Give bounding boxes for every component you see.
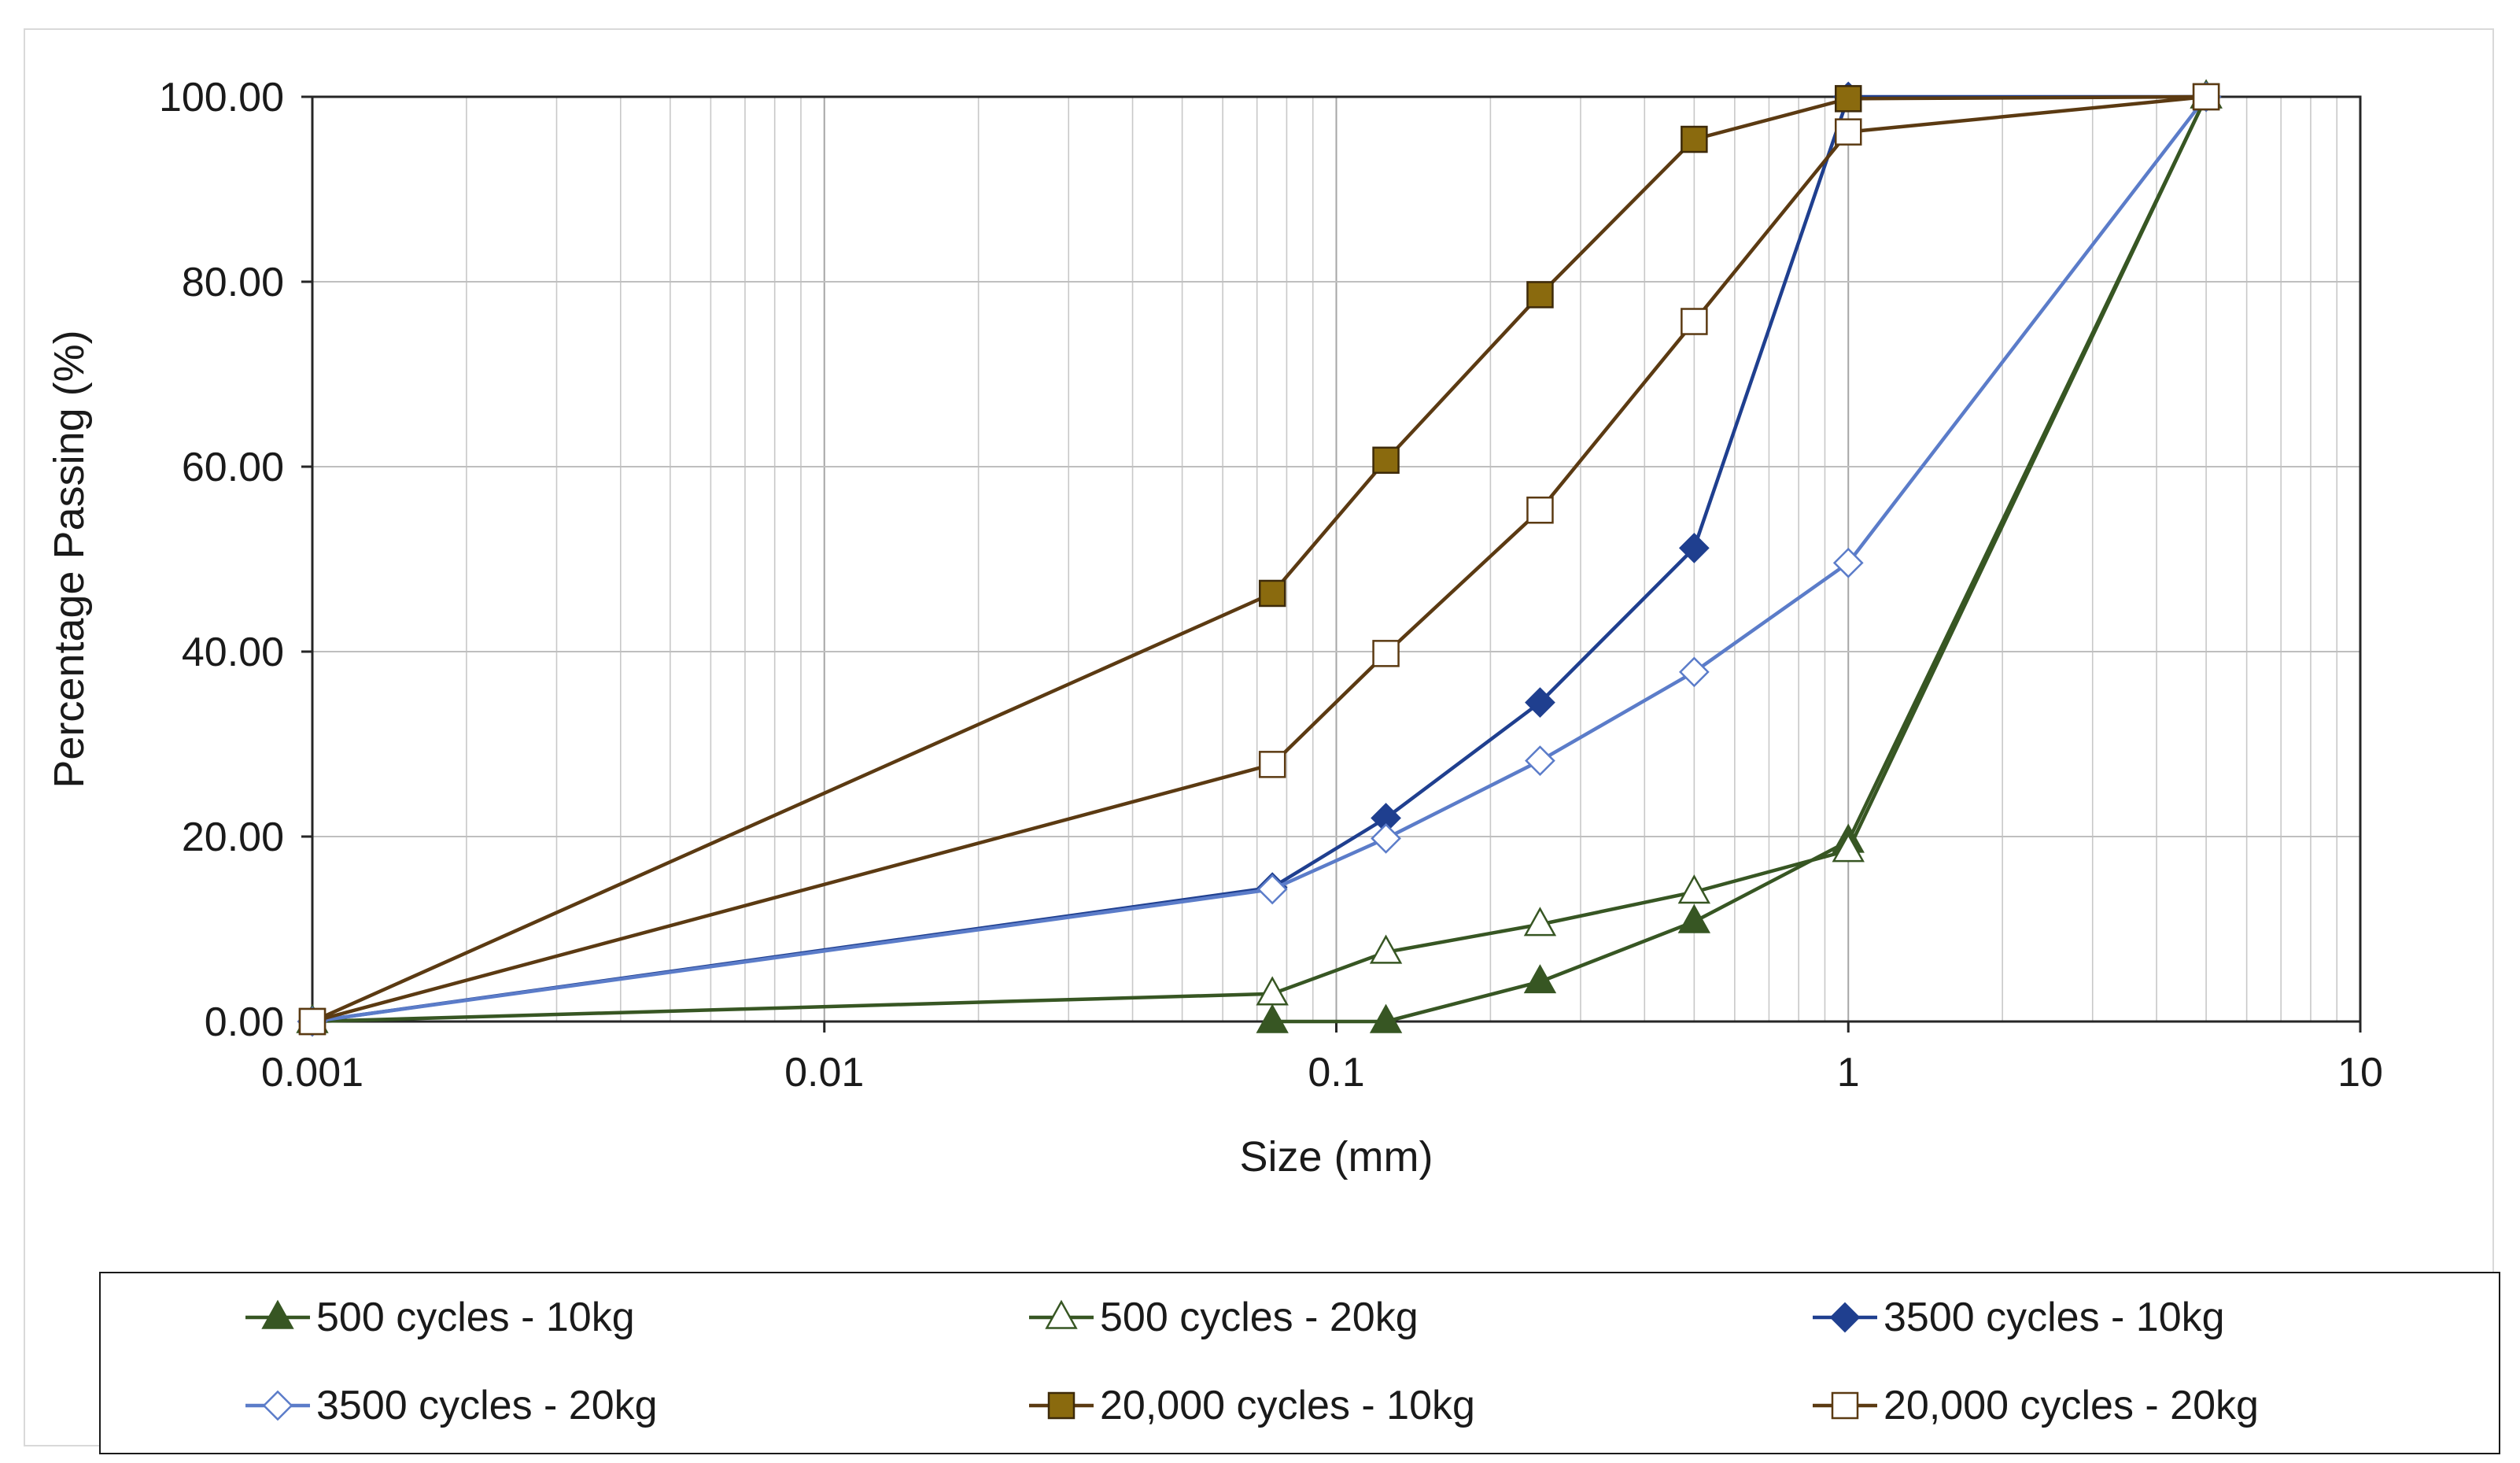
legend-label: 500 cycles - 10kg xyxy=(316,1295,635,1340)
data-point xyxy=(1678,533,1710,563)
legend-item: 20,000 cycles - 20kg xyxy=(1810,1382,2259,1429)
data-point xyxy=(1372,640,1400,667)
data-point xyxy=(1258,751,1286,778)
data-point xyxy=(1523,907,1557,937)
data-point xyxy=(1525,745,1555,777)
legend-swatch-icon xyxy=(1029,1391,1094,1420)
x-tick-label: 0.001 xyxy=(261,1050,363,1095)
legend-item: 3500 cycles - 10kg xyxy=(1810,1294,2225,1341)
series-4 xyxy=(297,81,2222,1037)
axes xyxy=(301,95,2362,1033)
data-point xyxy=(1258,579,1286,608)
legend-label: 20,000 cycles - 10kg xyxy=(1100,1383,1475,1428)
legend: 500 cycles - 10kg 500 cycles - 20kg 3500… xyxy=(99,1272,2500,1454)
legend-swatch-icon xyxy=(245,1299,310,1329)
data-point xyxy=(1369,1003,1403,1033)
data-point xyxy=(1526,281,1554,308)
data-point xyxy=(1523,964,1557,994)
y-tick-label: 80.00 xyxy=(182,260,284,305)
data-point xyxy=(1835,85,1862,113)
data-point xyxy=(1677,903,1711,933)
data-point xyxy=(1681,308,1708,335)
data-point xyxy=(1369,934,1403,964)
data-point xyxy=(1256,1003,1289,1033)
x-axis-title: Size (mm) xyxy=(1240,1133,1433,1180)
gridlines xyxy=(312,96,2360,1022)
y-tick-label: 40.00 xyxy=(182,630,284,675)
legend-marker xyxy=(1045,1299,1078,1329)
particle-size-chart: 0.001 0.01 0.1 1 100.0020.0040.0060.0080.001… xyxy=(46,75,2383,1180)
legend-label: 3500 cycles - 10kg xyxy=(1884,1295,2225,1340)
chart-frame: 0.001 0.01 0.1 1 10 0.00 20.00 40.00 60.00 80.00 1… xyxy=(24,28,2500,1454)
data-point xyxy=(1526,496,1554,524)
y-tick-label: 60.00 xyxy=(182,445,284,490)
legend-marker xyxy=(1831,1391,1859,1420)
legend-label: 3500 cycles - 20kg xyxy=(316,1383,658,1428)
data-point xyxy=(1256,976,1289,1006)
data-point xyxy=(1525,687,1555,718)
legend-swatch-icon xyxy=(1813,1391,1877,1420)
series-lines xyxy=(296,79,2223,1037)
x-tick-label: 0.1 xyxy=(1308,1050,1364,1095)
data-point xyxy=(1372,446,1400,475)
y-tick-label: 0.00 xyxy=(205,999,284,1045)
series-1 xyxy=(1256,79,2223,1033)
legend-item: 3500 cycles - 20kg xyxy=(242,1382,658,1429)
legend-label: 20,000 cycles - 20kg xyxy=(1884,1383,2259,1428)
data-point xyxy=(1371,822,1401,854)
series-line xyxy=(1272,96,2208,1024)
data-point xyxy=(2192,83,2220,111)
data-point xyxy=(298,1007,327,1036)
legend-swatch-icon xyxy=(1029,1299,1094,1329)
series-line xyxy=(312,95,2208,1024)
series-6 xyxy=(298,83,2220,1036)
legend-item: 500 cycles - 20kg xyxy=(1026,1294,1419,1341)
x-tick-label: 10 xyxy=(2337,1050,2383,1095)
data-point xyxy=(1835,118,1862,146)
data-point xyxy=(1832,833,1865,863)
series-line xyxy=(312,94,2207,1024)
data-point xyxy=(1256,874,1288,905)
data-point xyxy=(1681,125,1708,153)
x-tick-label: 1 xyxy=(1837,1050,1860,1095)
x-tick-label: 0.01 xyxy=(784,1050,864,1095)
legend-label: 500 cycles - 20kg xyxy=(1100,1295,1419,1340)
legend-item: 500 cycles - 10kg xyxy=(242,1294,635,1341)
series-line xyxy=(312,96,2208,1024)
tick-labels: 0.001 0.01 0.1 1 100.0020.0040.0060.0080.001… xyxy=(159,75,2383,1095)
y-tick-label: 100.00 xyxy=(159,75,284,120)
series-line xyxy=(312,94,2207,1024)
series-line xyxy=(312,94,2207,1024)
legend-marker xyxy=(1047,1391,1076,1420)
y-axis-title: Percentage Passing (%) xyxy=(46,330,93,788)
legend-marker xyxy=(1829,1302,1861,1333)
y-tick-label: 20.00 xyxy=(182,815,284,860)
data-point xyxy=(1832,547,1864,578)
data-point xyxy=(1678,656,1710,688)
legend-marker xyxy=(262,1390,293,1421)
legend-marker xyxy=(261,1299,294,1329)
legend-item: 20,000 cycles - 10kg xyxy=(1026,1382,1475,1429)
data-point xyxy=(1677,874,1711,904)
legend-swatch-icon xyxy=(1813,1302,1877,1333)
legend-swatch-icon xyxy=(245,1390,310,1421)
